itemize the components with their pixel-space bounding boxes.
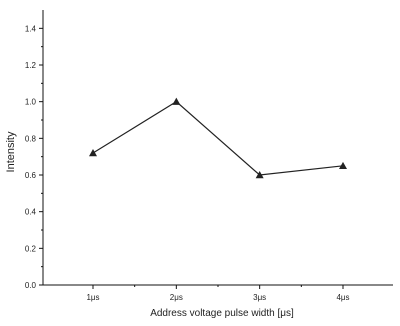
series-line [92,100,344,176]
axes [42,10,393,286]
data-point-marker [172,97,181,105]
y-tick-label: 1.4 [25,24,37,33]
y-tick-label: 0.0 [25,281,37,290]
x-tick-label: 4μs [336,293,349,302]
data-point-marker [255,171,264,179]
x-axis-label: Address voltage pulse width [μs] [150,308,294,319]
y-tick-label: 1.0 [25,98,37,107]
y-axis-label: Intensity [5,131,17,172]
x-tick-label: 1μs [86,293,99,302]
x-tick-label: 2μs [170,293,183,302]
y-tick-label: 0.4 [25,208,37,217]
data-point-marker [339,161,347,170]
ticks: 0.0 0.2 0.4 0.6 0.8 1.0 1.2 1.4 1μs 2μs 3μs 4μs [25,24,350,302]
data-point-marker [89,149,97,157]
y-tick-label: 0.8 [25,134,37,143]
y-tick-label: 0.2 [25,244,37,253]
y-tick-label: 0.6 [25,171,37,180]
y-tick-label: 1.2 [25,61,37,70]
x-tick-label: 3μs [253,293,266,302]
series-layer [89,97,347,179]
